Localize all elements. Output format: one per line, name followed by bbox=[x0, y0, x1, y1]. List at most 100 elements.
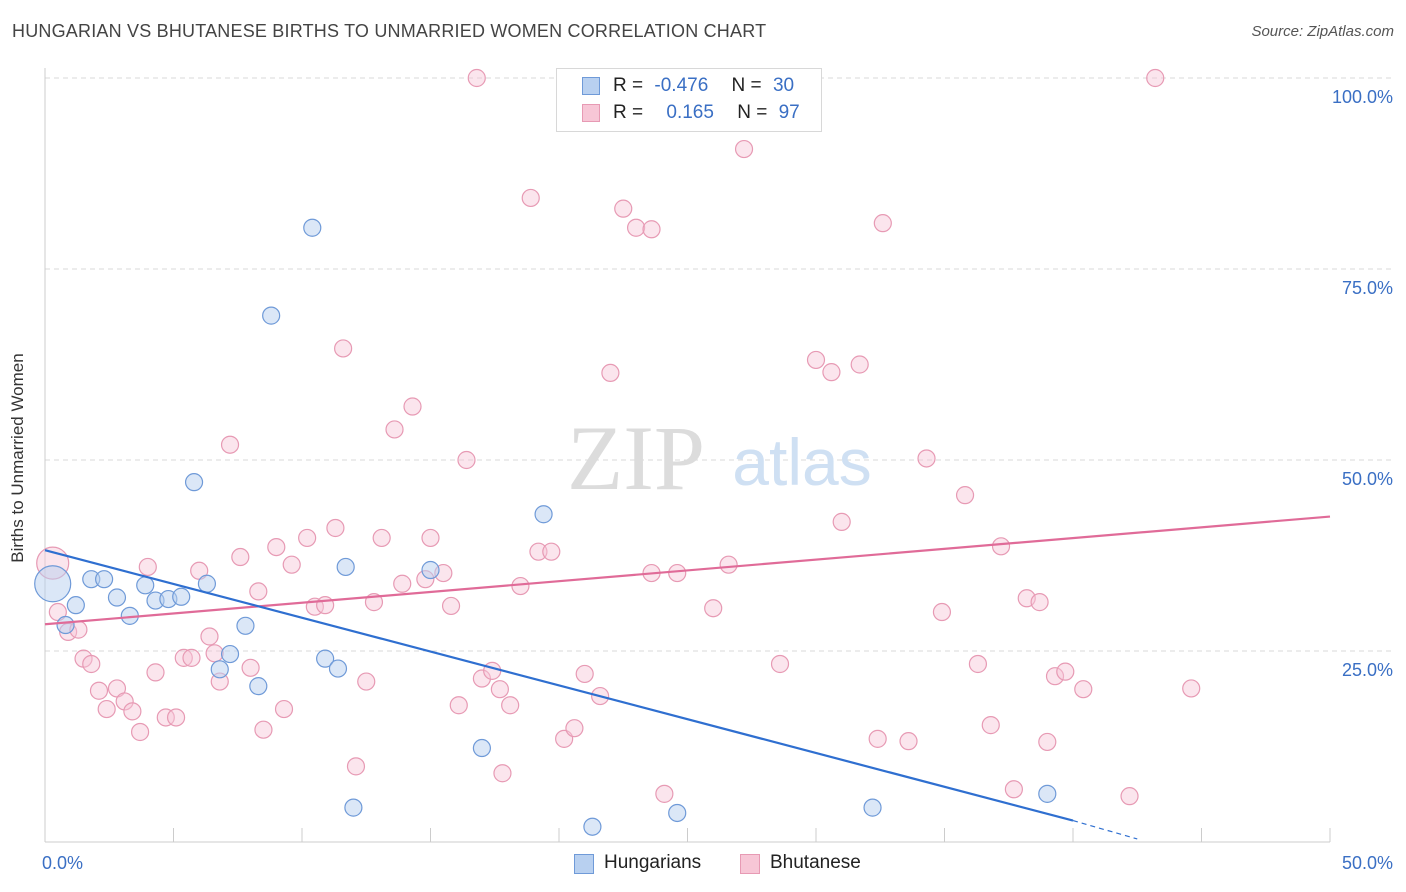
bhutanese-point bbox=[182, 648, 201, 667]
bhutanese-point bbox=[146, 663, 165, 682]
bhutanese-point bbox=[403, 397, 422, 416]
bhutanese-point bbox=[115, 692, 134, 711]
series-legend: Hungarians Bhutanese bbox=[0, 852, 1406, 876]
bhutanese-point bbox=[334, 339, 353, 358]
bhutanese-point bbox=[97, 699, 116, 719]
x-tick-label: 0.0% bbox=[42, 853, 83, 873]
hungarians-points bbox=[34, 218, 1057, 836]
bhutanese-point bbox=[734, 139, 754, 159]
bhutanese-point bbox=[529, 542, 548, 561]
bhutanese-point bbox=[1146, 68, 1165, 88]
bhutanese-point bbox=[832, 512, 851, 531]
hungarians-point bbox=[262, 306, 281, 325]
bhutanese-point bbox=[822, 363, 841, 382]
bhutanese-point bbox=[483, 661, 502, 680]
y-tick-label: 50.0% bbox=[1342, 469, 1393, 489]
bhutanese-point bbox=[704, 599, 723, 618]
bhutanese-swatch bbox=[582, 104, 600, 122]
hungarians-point bbox=[66, 596, 85, 615]
bhutanese-point bbox=[89, 681, 109, 700]
bhutanese-point bbox=[1074, 680, 1093, 699]
bhutanese-point bbox=[441, 596, 461, 616]
bhutanese-point bbox=[457, 450, 476, 470]
bhutanese-point bbox=[282, 555, 301, 574]
bhutanese-point bbox=[981, 716, 1000, 735]
hungarians-point bbox=[172, 587, 191, 606]
bhutanese-point bbox=[655, 784, 674, 803]
bhutanese-point bbox=[372, 528, 391, 548]
bhutanese-point bbox=[770, 654, 790, 674]
hungarians-point bbox=[220, 644, 240, 664]
n-label: N = bbox=[737, 102, 768, 123]
x-tick-label: 50.0% bbox=[1342, 853, 1393, 873]
bhutanese-point bbox=[1182, 679, 1201, 698]
bhutanese-point bbox=[231, 547, 250, 567]
bhutanese-point bbox=[806, 350, 826, 370]
hungarians-point bbox=[184, 473, 204, 492]
bhutanese-points bbox=[36, 68, 1201, 806]
bhutanese-point bbox=[542, 542, 561, 561]
hungarians-point bbox=[583, 817, 602, 836]
watermark-zip: ZIP bbox=[567, 407, 705, 509]
watermark: ZIP atlas bbox=[567, 407, 872, 509]
n-value-bhutanese: 97 bbox=[778, 102, 800, 123]
hungarians-point bbox=[95, 570, 114, 589]
bhutanese-legend-swatch bbox=[740, 854, 760, 874]
bhutanese-point bbox=[719, 555, 738, 574]
bhutanese-point bbox=[472, 669, 491, 688]
bhutanese-point bbox=[298, 528, 317, 548]
bhutanese-point bbox=[156, 708, 175, 727]
bhutanese-point bbox=[1045, 667, 1065, 686]
bhutanese-point bbox=[467, 68, 486, 88]
hungarians-point bbox=[1038, 784, 1057, 803]
hungarians-point bbox=[344, 798, 363, 817]
bhutanese-point bbox=[200, 627, 219, 646]
source-credit: Source: ZipAtlas.com bbox=[1251, 23, 1394, 40]
legend-text-bhutanese: R = 0.165 N = 97 bbox=[613, 102, 800, 124]
bhutanese-point bbox=[220, 435, 240, 454]
bhutanese-point bbox=[955, 486, 975, 505]
bhutanese-point bbox=[521, 188, 540, 208]
bhutanese-point bbox=[123, 702, 142, 721]
n-value-hungarians: 30 bbox=[772, 75, 795, 96]
bhutanese-point bbox=[267, 537, 286, 557]
r-label: R = bbox=[613, 102, 644, 123]
axes bbox=[44, 68, 1331, 843]
y-tick-label: 25.0% bbox=[1342, 660, 1393, 680]
hungarians-point bbox=[249, 677, 268, 696]
legend-text-hungarians: R = -0.476 N = 30 bbox=[613, 75, 794, 97]
y-tick-label: 75.0% bbox=[1342, 278, 1393, 298]
hungarians-point bbox=[534, 505, 553, 524]
hungarians-point bbox=[472, 738, 491, 758]
bhutanese-point bbox=[130, 722, 150, 742]
bhutanese-point bbox=[991, 537, 1011, 556]
bhutanese-point bbox=[449, 696, 468, 715]
bhutanese-point bbox=[511, 576, 530, 596]
chart-title: HUNGARIAN VS BHUTANESE BIRTHS TO UNMARRI… bbox=[12, 21, 767, 41]
bhutanese-point bbox=[493, 764, 512, 783]
watermark-atlas: atlas bbox=[732, 425, 871, 499]
bhutanese-point bbox=[166, 708, 186, 727]
bhutanese-point bbox=[138, 557, 157, 577]
bhutanese-point bbox=[421, 528, 440, 548]
bhutanese-point bbox=[601, 363, 620, 383]
bhutanese-point bbox=[850, 355, 869, 374]
bhutanese-point bbox=[205, 644, 224, 663]
bhutanese-point bbox=[1120, 787, 1139, 806]
hungarians-point bbox=[107, 588, 127, 607]
bhutanese-point bbox=[174, 648, 193, 667]
hungarians-point bbox=[197, 574, 217, 593]
bhutanese-point bbox=[626, 218, 646, 237]
bhutanese-point bbox=[932, 602, 952, 622]
bhutanese-point bbox=[385, 420, 404, 439]
bhutanese-point bbox=[501, 696, 520, 715]
hungarians-point bbox=[236, 616, 255, 635]
bhutanese-point bbox=[642, 220, 661, 239]
bhutanese-point bbox=[1004, 780, 1023, 799]
r-label: R = bbox=[613, 75, 644, 96]
bhutanese-point bbox=[575, 664, 594, 684]
hungarians-point bbox=[328, 659, 348, 678]
bhutanese-point bbox=[326, 518, 345, 538]
bhutanese-point bbox=[254, 720, 273, 739]
bhutanese-point bbox=[868, 729, 887, 748]
